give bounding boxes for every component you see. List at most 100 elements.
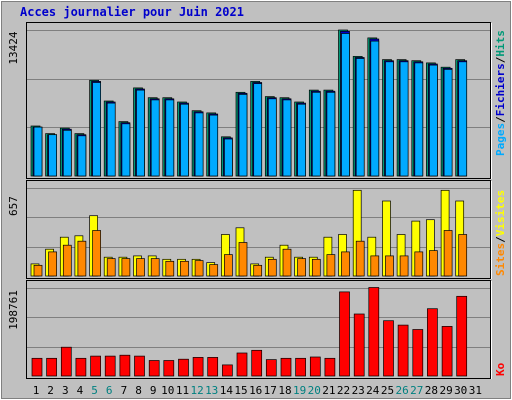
bar-pages-day-21 bbox=[326, 91, 336, 177]
bar-pages-day-3 bbox=[62, 129, 72, 177]
legend-ko-label: Ko bbox=[494, 362, 507, 376]
bar-pages-day-20 bbox=[311, 91, 321, 177]
bar-pages-day-29 bbox=[443, 69, 453, 177]
x-tick-label: 2 bbox=[47, 384, 54, 397]
bar-ko-day-25 bbox=[383, 320, 394, 377]
x-tick-label: 27 bbox=[410, 384, 423, 397]
legend-pages: Pages bbox=[494, 123, 507, 156]
bar-pages-day-6 bbox=[106, 102, 116, 177]
bar-pages-day-18 bbox=[282, 99, 292, 177]
bar-pages-day-23 bbox=[355, 58, 365, 177]
bar-pages-day-27 bbox=[414, 62, 424, 177]
x-tick-label: 23 bbox=[352, 384, 365, 397]
bar-sites-day-14 bbox=[224, 254, 233, 277]
bar-sites-day-21 bbox=[326, 254, 336, 277]
bar-ko-day-3 bbox=[60, 346, 72, 377]
x-tick-label: 28 bbox=[425, 384, 438, 397]
x-tick-label: 18 bbox=[278, 384, 291, 397]
bar-sites-day-6 bbox=[106, 258, 116, 277]
x-tick-label: 25 bbox=[381, 384, 394, 397]
bar-sites-day-22 bbox=[341, 251, 350, 277]
bar-pages-day-11 bbox=[180, 103, 189, 177]
legend-sep: / bbox=[494, 56, 507, 63]
bar-ko-day-28 bbox=[427, 308, 438, 377]
x-tick-label: 29 bbox=[439, 384, 452, 397]
x-tick-label: 11 bbox=[176, 384, 189, 397]
x-tick-label: 6 bbox=[106, 384, 113, 397]
panel-ko bbox=[26, 280, 492, 379]
legend-ko: Ko bbox=[494, 362, 507, 376]
x-tick-label: 3 bbox=[62, 384, 69, 397]
bar-sites-day-8 bbox=[136, 258, 145, 277]
x-tick-label: 22 bbox=[337, 384, 350, 397]
bar-pages-day-17 bbox=[267, 98, 277, 177]
bar-ko-day-5 bbox=[90, 355, 101, 377]
x-tick-label: 26 bbox=[395, 384, 408, 397]
bar-pages-day-13 bbox=[209, 114, 219, 177]
legend-sep: / bbox=[494, 116, 507, 123]
bar-ko-day-9 bbox=[148, 360, 160, 377]
y-max-label-visits: 657 bbox=[7, 196, 20, 216]
bar-sites-day-29 bbox=[443, 230, 453, 277]
bar-sites-day-4 bbox=[77, 240, 87, 277]
bar-pages-day-22 bbox=[341, 33, 350, 177]
bar-pages-day-14 bbox=[224, 138, 233, 177]
bar-ko-day-21 bbox=[324, 357, 336, 377]
bar-sites-day-7 bbox=[121, 258, 131, 277]
x-tick-label: 4 bbox=[77, 384, 84, 397]
bar-ko-day-30 bbox=[456, 295, 468, 377]
bar-ko-day-15 bbox=[236, 352, 248, 377]
legend-hits: Hits bbox=[494, 30, 507, 57]
bar-ko-day-8 bbox=[134, 355, 145, 377]
bar-ko-day-24 bbox=[368, 287, 380, 377]
bar-sites-day-18 bbox=[282, 248, 292, 277]
legend-files: Fichiers bbox=[494, 63, 507, 116]
bar-ko-day-20 bbox=[309, 356, 321, 377]
bar-ko-day-4 bbox=[75, 357, 87, 377]
bar-pages-day-10 bbox=[165, 99, 175, 177]
bar-ko-day-27 bbox=[412, 329, 424, 377]
bar-sites-day-30 bbox=[458, 234, 468, 277]
panel-visits-sites bbox=[26, 180, 492, 279]
x-axis-day-labels: 1 2 3 4 5 6 7 8 9 10 11 12 13 14 15 16 17 18 19 20 21 22 23 24 2… bbox=[33, 384, 482, 397]
y-max-label-hits: 13424 bbox=[7, 31, 20, 64]
legend-visits: Visites bbox=[494, 190, 507, 236]
bar-ko-day-6 bbox=[104, 355, 116, 377]
bar-pages-day-12 bbox=[194, 112, 204, 177]
x-tick-label: 16 bbox=[249, 384, 262, 397]
bar-ko-day-17 bbox=[265, 359, 277, 377]
bar-pages-day-30 bbox=[458, 61, 468, 177]
bar-sites-day-10 bbox=[165, 260, 175, 277]
x-tick-label: 17 bbox=[264, 384, 277, 397]
bar-sites-day-19 bbox=[297, 258, 306, 277]
bar-ko-day-23 bbox=[353, 313, 365, 377]
x-tick-label: 9 bbox=[150, 384, 157, 397]
x-tick-label: 24 bbox=[366, 384, 380, 397]
x-tick-label: 15 bbox=[234, 384, 247, 397]
bar-sites-day-20 bbox=[311, 258, 321, 277]
legend-pages-files-hits: Pages/Fichiers/Hits bbox=[494, 30, 507, 156]
bar-pages-day-28 bbox=[429, 64, 438, 177]
x-tick-label: 7 bbox=[121, 384, 128, 397]
bar-ko-day-14 bbox=[222, 364, 233, 377]
bar-ko-day-29 bbox=[441, 326, 453, 377]
bar-sites-day-26 bbox=[399, 255, 409, 277]
bar-pages-day-9 bbox=[150, 99, 160, 177]
bar-pages-day-1 bbox=[33, 126, 43, 177]
bar-sites-day-16 bbox=[253, 264, 263, 277]
bar-sites-day-27 bbox=[414, 251, 424, 277]
x-tick-label: 19 bbox=[293, 384, 306, 397]
bar-sites-day-1 bbox=[33, 264, 43, 277]
bar-sites-day-2 bbox=[48, 251, 57, 277]
y-max-label-ko: 198761 bbox=[7, 290, 20, 330]
bar-pages-day-25 bbox=[385, 61, 394, 177]
bar-ko-day-19 bbox=[295, 357, 306, 377]
panel-hits-files-pages bbox=[26, 22, 492, 179]
bar-ko-day-12 bbox=[192, 357, 204, 377]
legend-sep: / bbox=[494, 236, 507, 243]
x-tick-label: 1 bbox=[33, 384, 40, 397]
bar-ko-day-1 bbox=[31, 357, 43, 377]
chart-title: Acces journalier pour Juin 2021 bbox=[20, 5, 244, 19]
